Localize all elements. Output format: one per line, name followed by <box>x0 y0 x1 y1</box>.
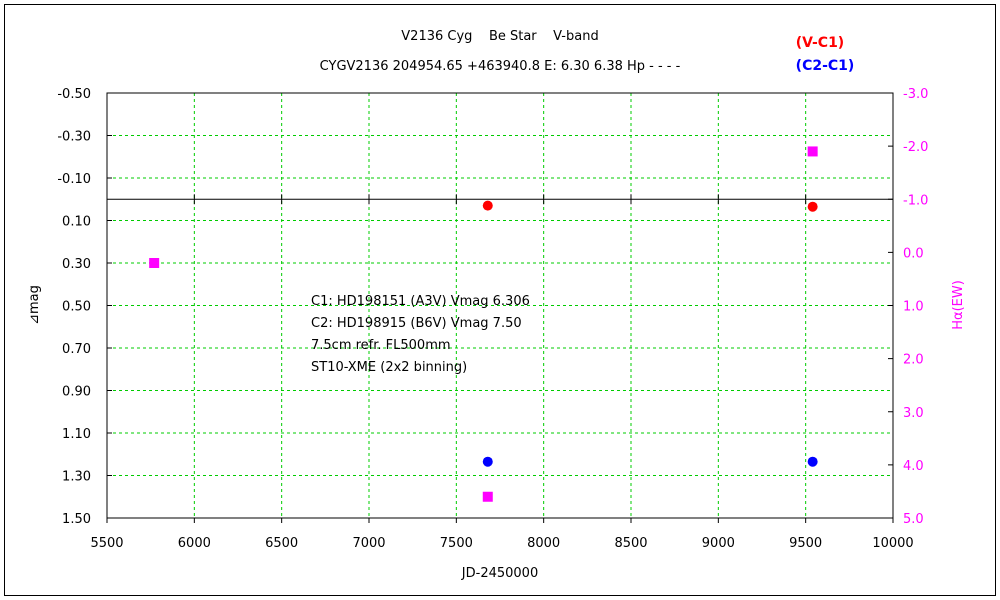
y-axis-label: ⊿mag <box>27 285 42 325</box>
x-axis-label: JD-2450000 <box>461 566 538 581</box>
y-tick-label: 0.30 <box>62 257 91 272</box>
x-tick-label: 9500 <box>789 536 822 551</box>
chart-subtitle: CYGV2136 204954.65 +463940.8 E: 6.30 6.3… <box>320 59 681 74</box>
y2-tick-label: 2.0 <box>903 353 924 368</box>
data-point-circle <box>807 456 818 467</box>
y-tick-label: 0.70 <box>62 342 91 357</box>
chart-title: V2136 Cyg Be Star V-band <box>401 29 598 44</box>
y-tick-label: 1.30 <box>62 470 91 485</box>
y2-axis-ticks: -3.0 -2.0 -1.0 0.0 1.0 2.0 3.0 4.0 5.0 <box>888 87 928 527</box>
chart-frame <box>4 4 996 596</box>
x-tick-label: 10000 <box>872 536 913 551</box>
x-tick-label: 5500 <box>90 536 123 551</box>
x-tick-label: 6000 <box>178 536 211 551</box>
y2-tick-label: 3.0 <box>903 406 924 421</box>
y-tick-label: 1.50 <box>62 512 91 527</box>
y2-tick-label: -2.0 <box>903 140 928 155</box>
x-axis-ticks: 5500 6000 6500 7000 7500 8000 8500 9000 9500 1000… <box>90 194 914 551</box>
y-tick-label: 0.10 <box>62 215 91 230</box>
y2-tick-label: -1.0 <box>903 193 928 208</box>
y-tick-label: -0.50 <box>57 87 91 102</box>
data-point-square <box>482 491 493 502</box>
legend-label-c2-c1: (C2-C1) <box>796 58 855 74</box>
y-tick-label: 0.50 <box>62 300 91 315</box>
y-axis-ticks: -0.50 -0.30 -0.10 0.10 0.30 0.50 0.70 0.90 1.10 1… <box>57 87 112 527</box>
y2-tick-label: 1.0 <box>903 300 924 315</box>
x-tick-label: 8500 <box>614 536 647 551</box>
annotation-line-4: ST10-XME (2x2 binning) <box>311 360 467 375</box>
legend-label-v-c1: (V-C1) <box>796 35 844 51</box>
y-tick-label: 1.10 <box>62 427 91 442</box>
y2-axis-label: Hα(EW) <box>951 280 966 330</box>
x-tick-label: 9000 <box>702 536 735 551</box>
data-point-circle <box>807 201 818 212</box>
x-tick-label: 7000 <box>352 536 385 551</box>
y2-tick-label: 0.0 <box>903 246 924 261</box>
annotation-line-1: C1: HD198151 (A3V) Vmag 6.306 <box>311 294 530 309</box>
grid-lines <box>107 93 893 518</box>
annotation-line-2: C2: HD198915 (B6V) Vmag 7.50 <box>311 316 522 331</box>
x-tick-label: 6500 <box>265 536 298 551</box>
data-point-square <box>807 146 818 157</box>
data-point-circle <box>482 456 493 467</box>
y2-tick-label: -3.0 <box>903 87 928 102</box>
data-point-circle <box>482 200 493 211</box>
data-marks <box>149 146 818 502</box>
y2-tick-label: 4.0 <box>903 459 924 474</box>
data-point-square <box>149 258 160 268</box>
y-tick-label: -0.30 <box>57 130 91 145</box>
y2-tick-label: 5.0 <box>903 512 924 527</box>
annotation-line-3: 7.5cm refr. FL500mm <box>311 338 451 353</box>
x-tick-label: 8000 <box>527 536 560 551</box>
x-tick-label: 7500 <box>440 536 473 551</box>
y-tick-label: 0.90 <box>62 385 91 400</box>
y-tick-label: -0.10 <box>57 172 91 187</box>
